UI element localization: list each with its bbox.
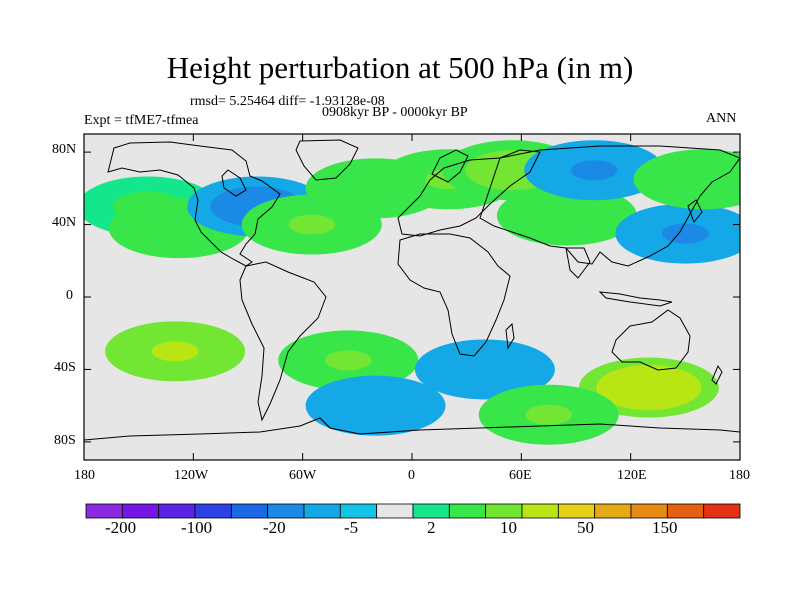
colorbar-swatch — [85, 503, 123, 519]
experiment-label: Expt = tfME7-tfmea — [84, 113, 199, 128]
coastline-new-zealand — [711, 364, 723, 385]
anomaly-contour — [324, 350, 372, 371]
lon-label-120w: 120W — [174, 468, 209, 483]
lat-label-40s: 40S — [54, 360, 76, 375]
colorbar-swatch — [521, 503, 559, 519]
season-label: ANN — [706, 111, 737, 126]
colorbar-swatch — [594, 503, 632, 519]
lon-label-0: 0 — [408, 468, 415, 483]
colorbar-swatch — [666, 503, 705, 519]
anomaly-contour — [662, 223, 709, 244]
stats-text: rmsd= 5.25464 diff= -1.93128e-08 — [190, 94, 385, 109]
colorbar-swatch — [230, 503, 269, 519]
lon-label-180w: 180 — [74, 468, 95, 483]
plot-title: Height perturbation at 500 hPa (in m) — [166, 50, 634, 85]
anomaly-contour — [570, 160, 618, 181]
colorbar-swatch — [339, 503, 378, 519]
colorbar — [85, 503, 741, 519]
anomaly-contour — [525, 404, 573, 425]
anomaly-contour — [340, 390, 411, 421]
colorbar-swatch — [485, 503, 523, 519]
anomaly-contours — [84, 140, 740, 445]
colorbar-swatch — [412, 503, 450, 519]
axis-ticks — [83, 134, 741, 460]
coastline-hudson — [221, 169, 247, 197]
colorbar-swatch — [303, 503, 341, 519]
coastline-asia — [479, 145, 740, 267]
colorbar-label-m5: -5 — [344, 518, 359, 537]
coastline-madagascar — [505, 322, 515, 350]
anomaly-contour — [631, 380, 667, 396]
anomaly-contour — [151, 341, 199, 362]
lat-label-40n: 40N — [52, 215, 77, 230]
period-label: 0908kyr BP - 0000kyr BP — [322, 105, 468, 120]
colorbar-label-50: 50 — [577, 518, 594, 537]
lon-label-180e: 180 — [729, 468, 750, 483]
coastline-europe — [397, 149, 541, 237]
lat-label-80n: 80N — [52, 142, 77, 157]
anomaly-contour — [488, 160, 536, 181]
colorbar-label-150: 150 — [652, 518, 678, 537]
colorbar-label-m100: -100 — [181, 518, 213, 537]
colorbar-swatch — [703, 503, 741, 519]
anomaly-contour — [531, 200, 602, 231]
colorbar-swatch — [158, 503, 196, 519]
colorbar-label-m20: -20 — [263, 518, 286, 537]
coastline-japan — [687, 199, 703, 223]
anomaly-contour — [288, 214, 336, 235]
coastline-south-america — [239, 261, 327, 422]
lat-label-80s: 80S — [54, 433, 76, 448]
colorbar-label-10: 10 — [500, 518, 517, 537]
coastline-scandinavia — [431, 149, 469, 183]
colorbar-swatch — [376, 503, 414, 519]
lon-label-60e: 60E — [509, 468, 532, 483]
coastline-antarctica — [84, 417, 740, 441]
colorbar-swatch — [121, 503, 160, 519]
colorbar-swatch — [267, 503, 305, 519]
coastline-indonesia — [598, 291, 673, 307]
lat-label-0: 0 — [66, 288, 73, 303]
coastline-africa — [397, 233, 511, 357]
anomaly-contour — [668, 164, 739, 195]
coastline-india — [565, 247, 591, 279]
colorbar-label-m200: -200 — [105, 518, 137, 537]
coastline-australia — [611, 309, 691, 371]
colorbar-swatch — [557, 503, 596, 519]
coastline-greenland — [295, 139, 359, 181]
coastline-north-america — [107, 141, 281, 267]
lon-label-60w: 60W — [289, 468, 317, 483]
lon-label-120e: 120E — [617, 468, 647, 483]
coastlines — [84, 139, 740, 441]
colorbar-swatch — [630, 503, 668, 519]
colorbar-swatch — [194, 503, 232, 519]
colorbar-swatch — [448, 503, 487, 519]
anomaly-contour — [449, 354, 520, 385]
colorbar-label-2: 2 — [427, 518, 436, 537]
